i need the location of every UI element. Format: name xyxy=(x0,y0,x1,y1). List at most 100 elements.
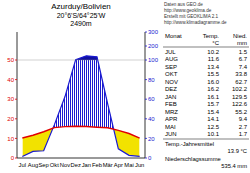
table-month: FEB xyxy=(165,101,177,107)
table-header: Nied. xyxy=(233,33,247,39)
y-tick xyxy=(15,138,17,139)
y-tick-label: 50 xyxy=(7,57,14,63)
table-precipitation: 7.4 xyxy=(239,64,248,70)
y-tick xyxy=(15,79,17,80)
perhumid-area xyxy=(22,32,139,60)
table-precipitation: 1.7 xyxy=(239,131,248,137)
y-tick-label: 0 xyxy=(11,155,15,161)
table-month: MRZ xyxy=(165,109,178,115)
temperature-line xyxy=(22,126,139,138)
credit: http://www.klimadiagramme.de xyxy=(164,20,227,25)
y2-axis xyxy=(145,32,146,158)
y-tick-label: 30 xyxy=(7,96,14,102)
x-tick-label: Mär xyxy=(103,162,113,168)
x-tick-label: Nov xyxy=(60,162,70,168)
table-month: JUN xyxy=(165,131,177,137)
table-unit: mm xyxy=(237,40,247,46)
table-precipitation: 62.7 xyxy=(235,79,247,85)
arid-area xyxy=(22,32,139,158)
table-temperature: 16.0 xyxy=(207,79,219,85)
x-tick-label: Jul xyxy=(19,162,26,168)
table-precipitation: 55.2 xyxy=(235,109,247,115)
table-month: APR xyxy=(165,116,178,122)
table-temperature: 10.2 xyxy=(207,49,219,55)
table-temperature: 16.2 xyxy=(207,86,219,92)
y2-tick-label: 80 xyxy=(148,77,155,83)
table-temperature: 15.5 xyxy=(207,71,219,77)
annual-mean-label: Temp.-Jahresmittel xyxy=(165,141,214,147)
table-month: DEZ xyxy=(165,86,177,92)
y-tick-label: 20 xyxy=(7,116,14,122)
break-line xyxy=(17,60,145,61)
y2-tick-label: 40 xyxy=(148,116,155,122)
y2-tick xyxy=(145,32,147,33)
y-axis xyxy=(17,32,18,158)
x-tick-label: Dez xyxy=(71,162,81,168)
annual-mean-value: 13.9 °C xyxy=(228,148,247,154)
y2-tick-label: 300 xyxy=(148,29,159,35)
table-precipitation: 33.8 xyxy=(235,71,247,77)
humid-area xyxy=(22,60,139,158)
y2-tick-label: 60 xyxy=(148,96,155,102)
y2-tick xyxy=(145,46,147,47)
table-temperature: 10.1 xyxy=(207,131,219,137)
y2-tick xyxy=(145,158,147,159)
table-temperature: 11.6 xyxy=(208,56,220,62)
x-tick-label: Jan xyxy=(82,162,91,168)
table-precipitation: 102.2 xyxy=(232,86,248,92)
table-header: Monat xyxy=(165,33,182,39)
table-header: Temp. xyxy=(203,33,220,39)
table-rule xyxy=(163,47,249,48)
x-tick-label: Feb xyxy=(92,162,102,168)
y2-tick xyxy=(145,138,147,139)
credit: Daten aus GEO.de xyxy=(164,2,203,7)
y2-tick xyxy=(145,79,147,80)
annual-total-label: Niederschlagssumme xyxy=(165,156,221,162)
y2-tick-label: 100 xyxy=(148,57,159,63)
table-unit: °C xyxy=(212,40,219,46)
x-tick-label: Jun xyxy=(135,162,144,168)
x-tick-label: Aug xyxy=(28,162,38,168)
y-tick-label: 10 xyxy=(7,136,14,142)
subtitle: 20°6'S/64°25'W xyxy=(57,12,106,19)
credit: http://www.geoklima.de xyxy=(164,8,212,13)
table-month: JUL xyxy=(165,49,176,55)
y2-tick-label: 200 xyxy=(148,43,159,49)
table-temperature: 12.5 xyxy=(207,124,219,130)
table-temperature: 15.4 xyxy=(207,109,219,115)
table-precipitation: 6.7 xyxy=(239,56,248,62)
table-precipitation: 9.4 xyxy=(239,116,248,122)
table-month: NOV xyxy=(165,79,178,85)
y-tick xyxy=(15,60,17,61)
subtitle: 2490m xyxy=(70,20,92,27)
credit: Erstellt mit GEOKLIMA 2.1 xyxy=(164,14,219,19)
x-tick-label: Mai xyxy=(124,162,133,168)
table-temperature: 15.7 xyxy=(207,101,219,107)
table-temperature: 16.1 xyxy=(207,94,219,100)
y2-tick xyxy=(145,60,147,61)
table-month: OKT xyxy=(165,71,178,77)
title: Azurduy/Bolivien xyxy=(51,2,111,11)
y2-tick xyxy=(145,118,147,119)
y-tick-label: 40 xyxy=(7,77,14,83)
y2-tick-label: 0 xyxy=(148,155,152,161)
table-month: JAN xyxy=(165,94,176,100)
precipitation-line xyxy=(22,56,139,157)
y-tick xyxy=(15,158,17,159)
y2-tick xyxy=(145,99,147,100)
climate-diagram: Azurduy/Bolivien20°6'S/64°25'W2490m Daten… xyxy=(0,0,250,173)
x-tick-label: Apr xyxy=(114,162,123,168)
table-month: AUG xyxy=(165,56,178,62)
table-precipitation: 129.5 xyxy=(232,94,248,100)
x-axis xyxy=(17,158,145,159)
plot-area xyxy=(22,32,139,158)
x-tick-label: Okt xyxy=(50,162,59,168)
table-month: SEP xyxy=(165,64,177,70)
y-tick xyxy=(15,118,17,119)
y-tick xyxy=(15,99,17,100)
table-temperature: 13.4 xyxy=(207,64,219,70)
table-precipitation: 2.7 xyxy=(239,124,248,130)
annual-total-value: 535.4 mm xyxy=(221,163,247,169)
table-precipitation: 122.6 xyxy=(232,101,248,107)
table-rule xyxy=(163,139,249,140)
